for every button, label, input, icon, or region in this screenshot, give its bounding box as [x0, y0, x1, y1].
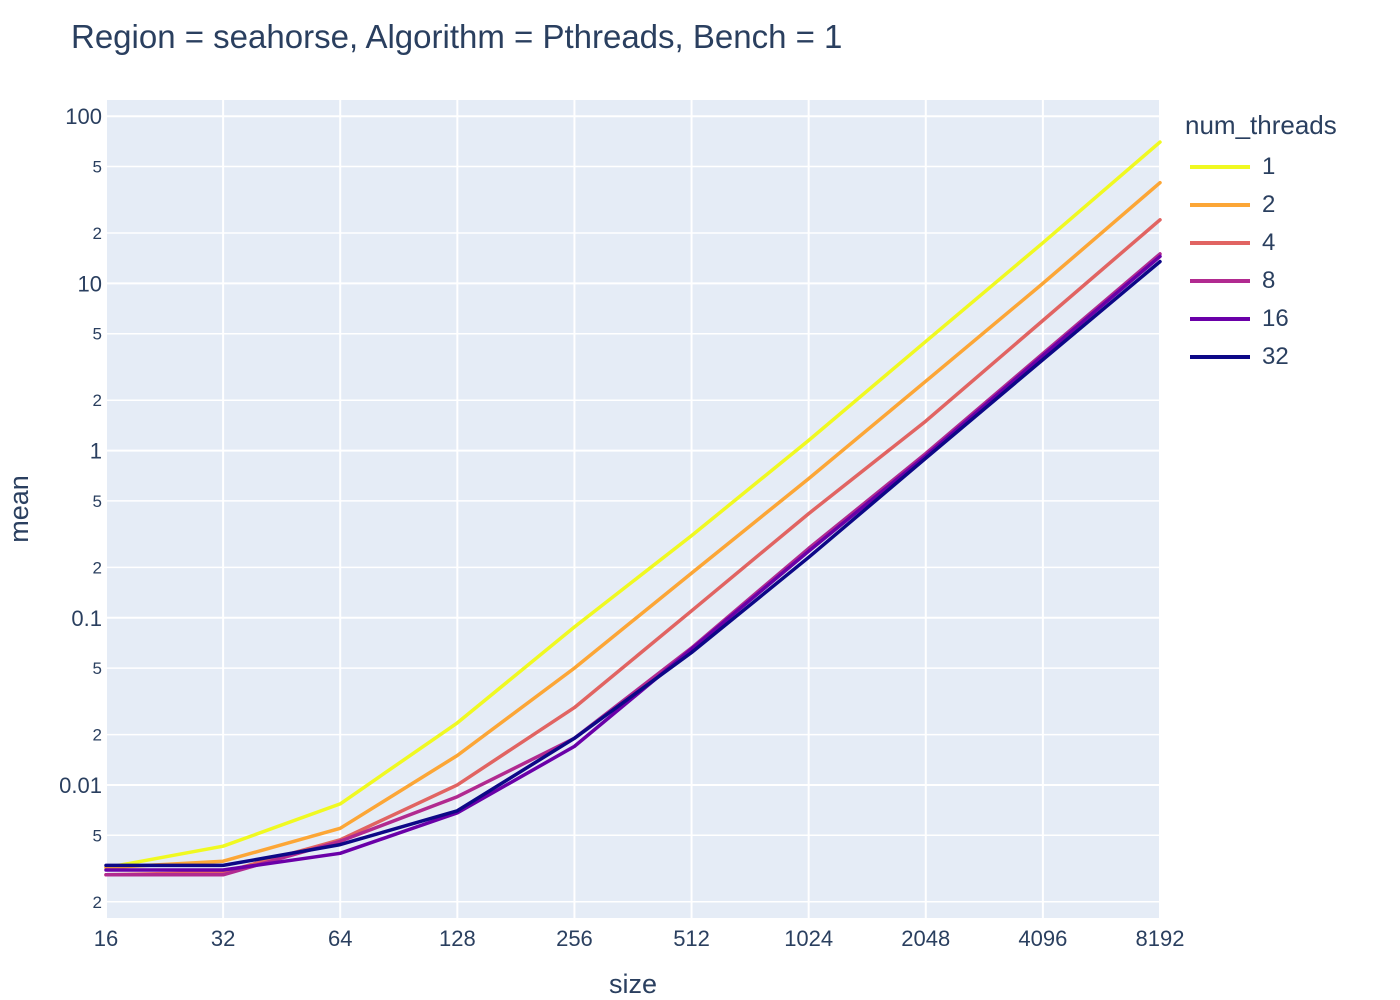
legend-item[interactable]: 16 — [1190, 300, 1289, 338]
grid-lines — [105, 100, 1161, 918]
x-tick-label: 32 — [211, 926, 235, 951]
y-minor-tick-label: 5 — [93, 826, 102, 845]
legend-item[interactable]: 2 — [1190, 186, 1289, 224]
x-tick-label: 16 — [94, 926, 118, 951]
y-axis-title: mean — [4, 475, 34, 543]
x-tick-label: 4096 — [1018, 926, 1067, 951]
series-line-1 — [104, 140, 1162, 870]
y-minor-tick-label: 2 — [93, 224, 102, 243]
legend-label: 32 — [1262, 343, 1289, 370]
x-tick-label: 8192 — [1136, 926, 1185, 951]
series-line-32 — [104, 259, 1162, 868]
legend-swatch — [1190, 317, 1250, 321]
x-tick-label: 1024 — [784, 926, 833, 951]
y-minor-tick-label: 2 — [93, 893, 102, 912]
y-minor-tick-label: 5 — [93, 492, 102, 511]
legend-title: num_threads — [1185, 110, 1337, 140]
x-tick-label: 2048 — [901, 926, 950, 951]
legend: 1 2 4 8 16 32 — [1190, 148, 1289, 376]
legend-label: 2 — [1262, 191, 1276, 218]
legend-label: 4 — [1262, 229, 1276, 256]
series-line-16 — [104, 254, 1162, 872]
y-tick-label: 1 — [90, 439, 102, 464]
y-tick-label: 100 — [65, 104, 102, 129]
y-minor-tick-label: 5 — [93, 659, 102, 678]
y-minor-tick-label: 5 — [93, 325, 102, 344]
y-minor-tick-label: 2 — [93, 391, 102, 410]
y-minor-tick-label: 5 — [93, 158, 102, 177]
plot-background — [106, 100, 1160, 918]
legend-item[interactable]: 8 — [1190, 262, 1289, 300]
x-axis-title: size — [609, 969, 657, 999]
chart-title: Region = seahorse, Algorithm = Pthreads,… — [71, 18, 843, 55]
y-minor-tick-label: 2 — [93, 726, 102, 745]
legend-label: 16 — [1262, 305, 1289, 332]
legend-swatch — [1190, 203, 1250, 207]
x-tick-label: 64 — [328, 926, 352, 951]
legend-item[interactable]: 1 — [1190, 148, 1289, 186]
series-lines — [104, 140, 1162, 877]
y-tick-label: 0.01 — [59, 773, 102, 798]
legend-swatch — [1190, 355, 1250, 359]
y-minor-tick-label: 2 — [93, 558, 102, 577]
legend-swatch — [1190, 241, 1250, 245]
legend-swatch — [1190, 165, 1250, 169]
legend-item[interactable]: 4 — [1190, 224, 1289, 262]
y-tick-label: 0.1 — [71, 606, 102, 631]
series-line-2 — [104, 180, 1162, 870]
legend-swatch — [1190, 279, 1250, 283]
x-tick-label: 256 — [556, 926, 593, 951]
y-axis-ticks: 0.01 0.1 1 10 100 2 5 2 5 2 5 2 5 2 5 — [59, 104, 102, 912]
legend-label: 1 — [1262, 153, 1276, 180]
legend-item[interactable]: 32 — [1190, 338, 1289, 376]
legend-label: 8 — [1262, 267, 1276, 294]
y-tick-label: 10 — [78, 271, 102, 296]
x-axis-ticks: 16 32 64 128 256 512 1024 2048 4096 8192 — [94, 926, 1185, 951]
x-tick-label: 128 — [439, 926, 476, 951]
x-tick-label: 512 — [673, 926, 710, 951]
